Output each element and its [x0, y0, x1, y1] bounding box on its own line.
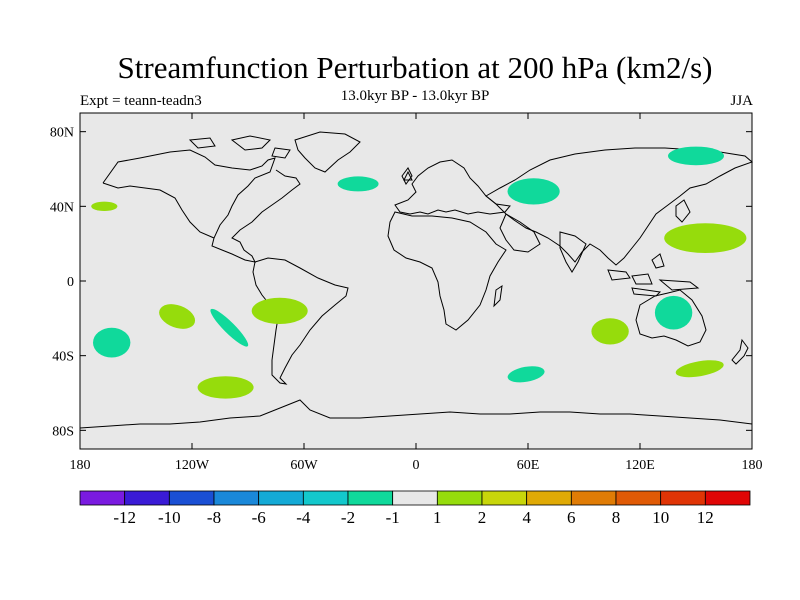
lat-tick-label: 80S — [52, 424, 74, 439]
coastlines — [79, 131, 753, 429]
colorbar-label: 10 — [652, 508, 669, 527]
longitude-axis: 180 120W 60W 0 60E 120E 180 — [70, 113, 763, 473]
positive-anomaly-patch — [197, 376, 254, 399]
positive-anomaly-patch — [251, 297, 308, 324]
coastline-new-zealand — [731, 338, 749, 365]
colorbar-swatch — [660, 490, 706, 506]
colorbar-label: -4 — [296, 508, 311, 527]
colorbar-label: 6 — [567, 508, 576, 527]
colorbar-swatch — [124, 490, 170, 506]
lon-tick-label: 120E — [625, 458, 655, 473]
colorbar-label: -6 — [252, 508, 266, 527]
negative-anomaly-patch — [668, 146, 724, 166]
lat-tick-label: 80N — [50, 126, 74, 141]
coastline-maritime-continent — [607, 253, 700, 297]
colorbar-swatch — [615, 490, 662, 506]
colorbar-swatch — [481, 490, 528, 506]
positive-anomaly-patch — [91, 201, 118, 211]
colorbar-label: 1 — [433, 508, 442, 527]
positive-anomaly-patch — [675, 360, 724, 378]
coastline-arctic-islands — [188, 135, 291, 159]
lon-tick-label: 180 — [742, 458, 763, 473]
coastline-arabia — [499, 213, 541, 253]
negative-anomaly-patch — [507, 178, 560, 205]
colorbar-label: 12 — [697, 508, 714, 527]
coastline-british-isles — [401, 167, 413, 185]
coastline-africa — [387, 211, 507, 331]
colorbar-swatch — [168, 490, 215, 506]
lat-tick-label: 40S — [52, 350, 74, 365]
season-label: JJA — [730, 93, 753, 109]
colorbar-swatch — [526, 490, 572, 506]
lat-tick-label: 40N — [50, 200, 74, 215]
colorbar-label: 4 — [522, 508, 531, 527]
colorbar-swatch — [79, 490, 126, 506]
coastline-asia — [485, 147, 753, 266]
positive-anomaly-patch — [664, 223, 747, 254]
colorbar-label: -10 — [158, 508, 181, 527]
colorbar-swatch — [436, 490, 483, 506]
negative-anomaly-patch — [507, 366, 545, 383]
map-subtitle: 13.0kyr BP - 13.0kyr BP — [340, 88, 490, 104]
latitude-axis: 80N 40N 0 40S 80S — [50, 126, 752, 439]
negative-anomaly-patch — [93, 327, 131, 358]
lon-tick-label: 60E — [517, 458, 540, 473]
coastline-antarctica — [79, 399, 753, 429]
colorbar-label: -8 — [207, 508, 221, 527]
negative-anomaly-patch — [654, 295, 693, 330]
colorbar-swatch — [302, 490, 349, 506]
colorbar-swatch — [213, 490, 260, 506]
colorbar-label: -12 — [113, 508, 136, 527]
coastline-australia — [635, 289, 707, 347]
map-background — [80, 113, 752, 449]
colorbar-label: 2 — [478, 508, 487, 527]
colorbar-swatch — [258, 490, 304, 506]
experiment-label: Expt = teann-teadn3 — [80, 93, 202, 109]
colorbar-label: 8 — [612, 508, 621, 527]
colorbar-swatch — [570, 490, 617, 506]
colorbar-swatch — [347, 490, 394, 506]
lat-tick-label: 0 — [67, 275, 74, 290]
colorbar: -12 -10 -8 -6 -4 -2 -1 1 2 4 6 8 10 12 — [79, 490, 751, 527]
positive-anomaly-patch — [591, 318, 629, 345]
coastline-greenland — [294, 131, 361, 173]
lon-tick-label: 60W — [290, 458, 318, 473]
lon-tick-label: 180 — [70, 458, 91, 473]
contour-patches — [91, 146, 747, 399]
negative-anomaly-patch — [337, 176, 379, 192]
coastline-india — [559, 231, 587, 273]
map-panel: 80N 40N 0 40S 80S 180 120W 60W 0 60E 120E 180 — [50, 112, 763, 473]
coastline-north-america — [102, 149, 301, 263]
lon-tick-label: 0 — [413, 458, 420, 473]
lon-tick-label: 120W — [175, 458, 210, 473]
coastline-madagascar — [493, 284, 503, 308]
colorbar-swatch — [392, 490, 438, 506]
colorbar-swatch — [704, 490, 751, 506]
negative-anomaly-patch — [210, 308, 249, 347]
positive-anomaly-patch — [159, 304, 196, 329]
coastline-europe — [394, 159, 511, 215]
colorbar-label: -1 — [386, 508, 400, 527]
colorbar-label: -2 — [341, 508, 355, 527]
map-title: Streamfunction Perturbation at 200 hPa (… — [117, 50, 713, 85]
coastline-japan — [675, 199, 691, 223]
